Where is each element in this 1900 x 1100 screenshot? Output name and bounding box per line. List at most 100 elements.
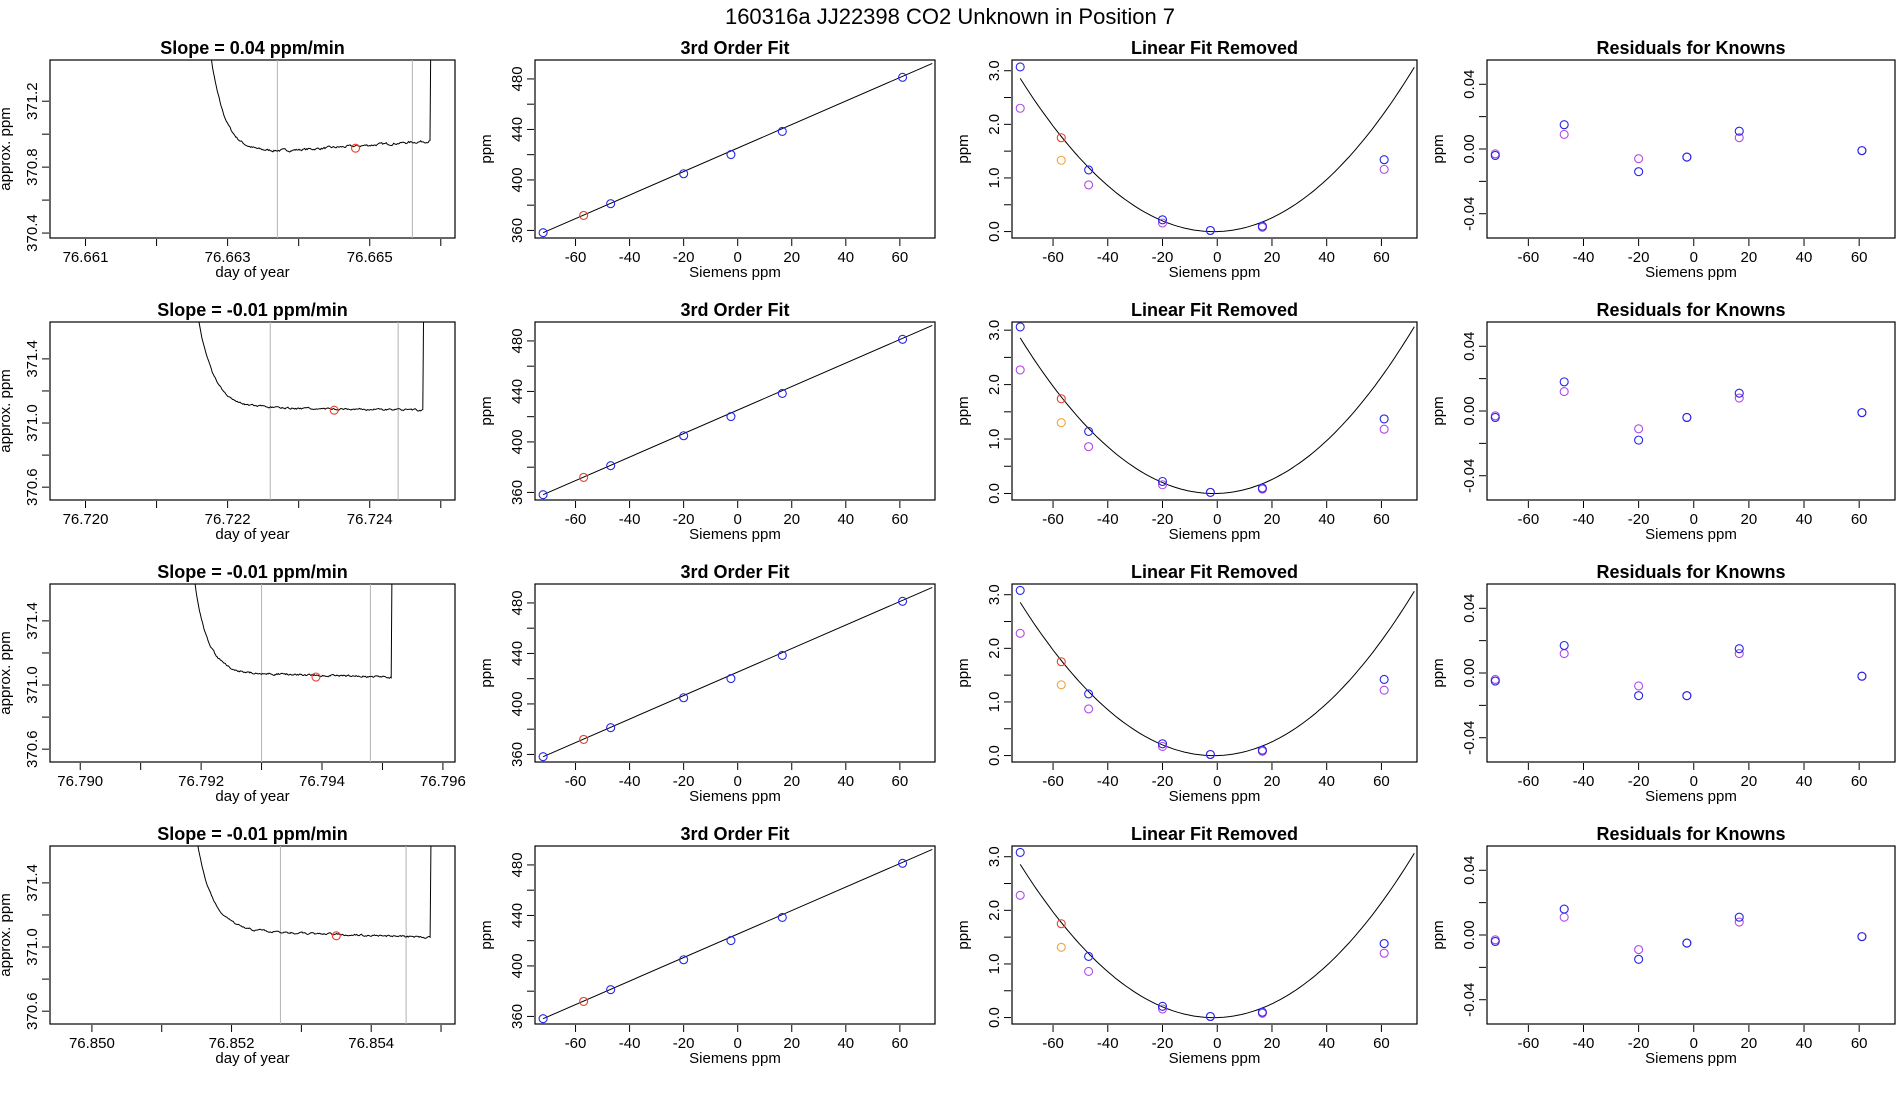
y-axis: 360 400 440 480 ppm: [478, 852, 534, 1029]
y-axis: 360 400 440 480 ppm: [478, 66, 534, 243]
x-axis: -60 -40 -20 0 20 40 60 Siemens ppm: [565, 1025, 909, 1067]
y-axis: 370.6 371.0 371.4 approx. ppm: [0, 602, 49, 768]
x-axis: -60 -40 -20 0 20 40 60 Siemens ppm: [1042, 501, 1390, 543]
standard-point: [1015, 62, 1025, 72]
x-tick-label: -60: [1518, 1035, 1540, 1052]
y-tick-label: 370.8: [24, 148, 41, 186]
figure-title: 160316a JJ22398 CO2 Unknown in Position …: [725, 4, 1175, 29]
x-tick-label: -40: [1573, 511, 1595, 528]
y-tick-label: 0.0: [986, 483, 1003, 504]
standard-point: [606, 723, 616, 733]
x-tick-label: 20: [783, 249, 800, 266]
x-tick-label: 60: [1373, 249, 1390, 266]
standard-point: [898, 596, 908, 606]
x-tick-label: -60: [1042, 511, 1064, 528]
standard-point: [777, 912, 787, 923]
x-tick-label: -60: [1042, 1035, 1064, 1052]
fit-line: [542, 848, 933, 1020]
standard-point: [726, 150, 736, 160]
x-tick-label: 40: [1318, 511, 1335, 528]
x-axis: 76.850 76.852 76.854 day of year: [69, 1025, 442, 1067]
plot-frame: [1486, 321, 1896, 501]
x-axis-label: Siemens ppm: [1169, 526, 1261, 543]
y-axis: 0.0 1.0 2.0 3.0 ppm: [955, 60, 1011, 242]
x-axis-label: Siemens ppm: [1169, 788, 1261, 805]
x-tick-label: -60: [565, 249, 587, 266]
residual-point: [1490, 412, 1500, 423]
x-tick-label: 76.724: [347, 511, 393, 528]
x-tick-label: 20: [783, 773, 800, 790]
panel-title: Residuals for Knowns: [1596, 300, 1785, 320]
standard-point: [898, 858, 908, 868]
previous-point: [1015, 628, 1025, 638]
y-tick-label: 371.0: [24, 928, 41, 966]
x-axis-label: day of year: [215, 526, 289, 543]
unknown-point: [1056, 919, 1066, 929]
plot-frame: [534, 583, 936, 763]
row-2: Slope = -0.01 ppm/min 76.720 76.722 76.724 d…: [0, 300, 1896, 543]
residual-point: [1634, 954, 1644, 964]
fit-line: [542, 62, 933, 234]
y-tick-label: 371.4: [24, 340, 41, 378]
x-tick-label: 76.663: [205, 249, 251, 266]
x-tick-label: -20: [1628, 1035, 1650, 1052]
residual-point: [1857, 671, 1867, 681]
sample-marker: [329, 405, 339, 415]
standard-point: [1157, 739, 1168, 749]
residual-curve: [1019, 853, 1415, 1019]
x-tick-label: -60: [565, 773, 587, 790]
panel-title: 3rd Order Fit: [680, 562, 789, 582]
y-tick-label: -0.04: [1461, 983, 1478, 1017]
unknown-point: [579, 210, 589, 220]
x-tick-label: 20: [1741, 511, 1758, 528]
sample-marker: [350, 143, 361, 153]
x-axis-label: day of year: [215, 264, 289, 281]
residual-point: [1734, 126, 1744, 136]
x-tick-label: 60: [892, 1035, 909, 1052]
resid-panel: Linear Fit Removed -60 -40 -20 0 20 40 60 Siemen…: [955, 824, 1418, 1067]
y-tick-label: 2.0: [986, 638, 1003, 659]
standard-point: [679, 431, 689, 441]
y-tick-label: 1.0: [986, 692, 1003, 713]
x-axis-label: Siemens ppm: [689, 788, 781, 805]
previous-residual-point: [1734, 649, 1744, 659]
previous-point: [1379, 685, 1389, 695]
plot-frame: [1486, 583, 1896, 763]
plot-frame: [1011, 321, 1418, 501]
fit-panel: 3rd Order Fit -60 -40 -20 0 20 40 60 Siemens ppm…: [478, 824, 936, 1067]
plot-area: [1490, 377, 1867, 445]
x-tick-label: -40: [1097, 773, 1119, 790]
standard-point: [606, 461, 616, 471]
x-tick-label: 76.722: [205, 511, 251, 528]
previous-point: [1379, 424, 1389, 434]
standard-point: [898, 72, 908, 82]
y-axis-label: ppm: [478, 396, 495, 425]
trace-panel: Slope = -0.01 ppm/min 76.850 76.852 76.854 d…: [0, 824, 456, 1067]
y-tick-label: 480: [509, 328, 526, 353]
plot-area: [1015, 847, 1415, 1022]
x-tick-label: -20: [1152, 1035, 1174, 1052]
plot-area: [538, 324, 933, 500]
y-tick-label: 2.0: [986, 114, 1003, 135]
panel-title: Slope = -0.01 ppm/min: [157, 562, 348, 582]
y-tick-label: 1.0: [986, 168, 1003, 189]
residual-point: [1857, 932, 1867, 942]
x-tick-label: 76.796: [420, 773, 466, 790]
previous-point: [1015, 365, 1025, 375]
y-axis-label: ppm: [955, 658, 972, 687]
standard-point: [777, 126, 787, 137]
x-tick-label: 76.854: [348, 1035, 394, 1052]
residual-point: [1734, 388, 1744, 398]
y-axis-label: ppm: [478, 134, 495, 163]
plot-area: [1490, 640, 1867, 701]
y-axis-label: ppm: [1430, 396, 1447, 425]
standard-point: [1379, 414, 1389, 424]
plot-frame: [534, 59, 936, 239]
y-axis: -0.04 0.00 0.04 ppm: [1430, 594, 1486, 755]
known-panel: Residuals for Knowns -60 -40 -20 0 20 40 60 Siem…: [1430, 300, 1896, 543]
plot-area: [1015, 62, 1415, 236]
y-tick-label: -0.04: [1461, 721, 1478, 755]
y-axis: 0.0 1.0 2.0 3.0 ppm: [955, 320, 1011, 504]
x-tick-label: 40: [837, 249, 854, 266]
